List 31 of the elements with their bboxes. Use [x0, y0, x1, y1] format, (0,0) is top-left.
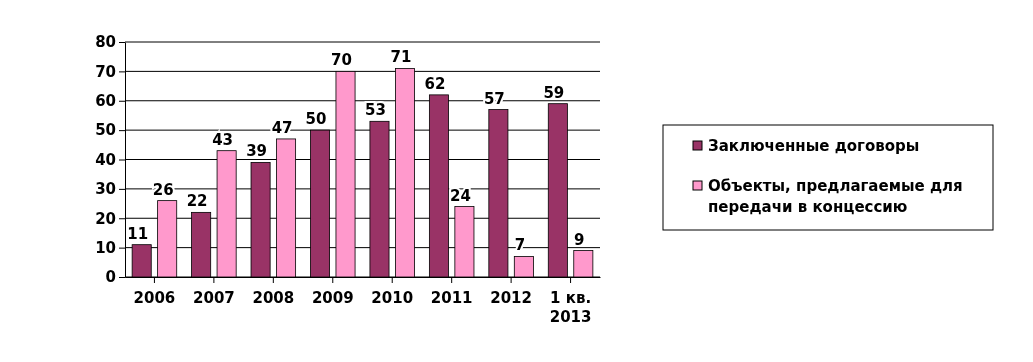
x-tick-label: 2011	[430, 288, 473, 307]
data-label: 50	[305, 110, 327, 129]
y-tick-label: 60	[95, 92, 116, 111]
y-tick-label: 30	[95, 180, 116, 199]
y-tick-label: 0	[105, 268, 116, 287]
x-tick-label: 1 кв. 2013	[549, 288, 592, 326]
y-tick-label: 80	[95, 33, 116, 52]
data-label: 9	[574, 230, 585, 249]
legend-label: Заключенные договоры	[708, 137, 920, 155]
legend-label: Объекты, предлагаемые для передачи в концессию	[708, 177, 963, 216]
data-label: 22	[186, 192, 208, 211]
x-tick-label: 2006	[133, 288, 176, 307]
x-tick-label: 2009	[311, 288, 354, 307]
data-label: 59	[543, 83, 565, 102]
data-label: 11	[127, 224, 149, 243]
x-tick-label: 2012	[490, 288, 532, 307]
y-tick-label: 50	[95, 121, 116, 140]
data-label: 62	[424, 74, 446, 93]
y-tick-label: 20	[95, 209, 116, 228]
data-label: 39	[246, 142, 268, 161]
y-tick-label: 70	[95, 62, 116, 81]
data-label: 53	[365, 101, 386, 120]
x-tick-label: 2007	[193, 288, 235, 307]
x-tick-label: 2010	[371, 288, 414, 307]
data-label: 43	[212, 130, 234, 149]
data-label: 24	[449, 186, 471, 205]
y-tick-label: 40	[95, 150, 116, 169]
data-label: 70	[331, 51, 352, 70]
data-label: 71	[390, 48, 412, 67]
x-tick-label: 2008	[252, 288, 295, 307]
y-tick-label: 10	[95, 238, 116, 257]
